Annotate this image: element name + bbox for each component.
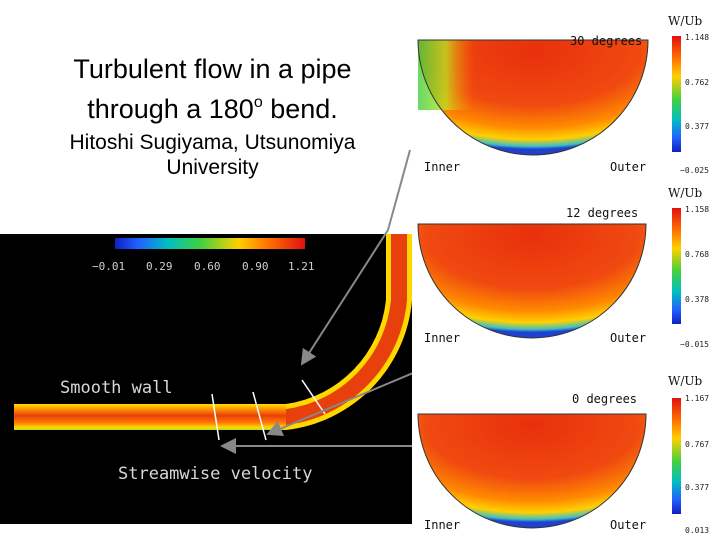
arrow-30 [300,229,389,366]
pipe-colorbar-tick: −0.01 [92,260,126,273]
angle-label-30: 30 degrees [570,34,643,48]
outer-label: Outer [610,518,647,532]
pipe-colorbar [115,238,305,249]
section-cut-0 [211,393,220,441]
quantity-label: W/Ub [668,186,703,200]
title-line-1: Turbulent flow in a pipe [73,54,352,84]
slide-title: Turbulent flow in a pipe through a 180o … [20,52,405,126]
streamwise-velocity-label: Streamwise velocity [118,464,313,484]
colorbar-30 [672,36,681,152]
outer-label: Outer [610,331,647,345]
straight-pipe [14,404,286,430]
inner-label: Inner [424,518,461,532]
colorbar-12 [672,208,681,324]
pipe-colorbar-tick: 1.21 [288,260,315,273]
section-cut-12 [252,391,267,441]
angle-label-12: 12 degrees [566,206,639,220]
pipe-colorbar-tick: 0.60 [194,260,221,273]
quantity-label: W/Ub [668,14,703,28]
title-line-2: through a 180o bend. [87,94,338,124]
pipe-colorbar-tick: 0.90 [242,260,269,273]
pipe-bend [286,234,412,430]
colorbar-0 [672,398,681,514]
inner-label: Inner [424,331,461,345]
smooth-wall-label: Smooth wall [60,378,173,398]
inner-label: Inner [424,160,461,174]
pipe-colorbar-tick: 0.29 [146,260,173,273]
cross-section-12 [418,224,646,338]
cross-section-0 [418,414,646,528]
section-cut-30 [301,379,326,415]
quantity-label: W/Ub [668,374,703,388]
outer-label: Outer [610,160,647,174]
author-credit: Hitoshi Sugiyama, Utsunomiya University [69,131,356,179]
angle-label-0: 0 degrees [572,392,638,406]
